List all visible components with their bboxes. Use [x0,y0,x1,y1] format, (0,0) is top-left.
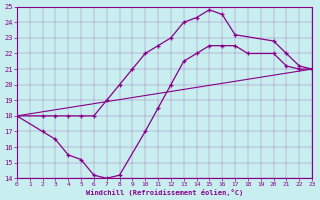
X-axis label: Windchill (Refroidissement éolien,°C): Windchill (Refroidissement éolien,°C) [86,189,243,196]
